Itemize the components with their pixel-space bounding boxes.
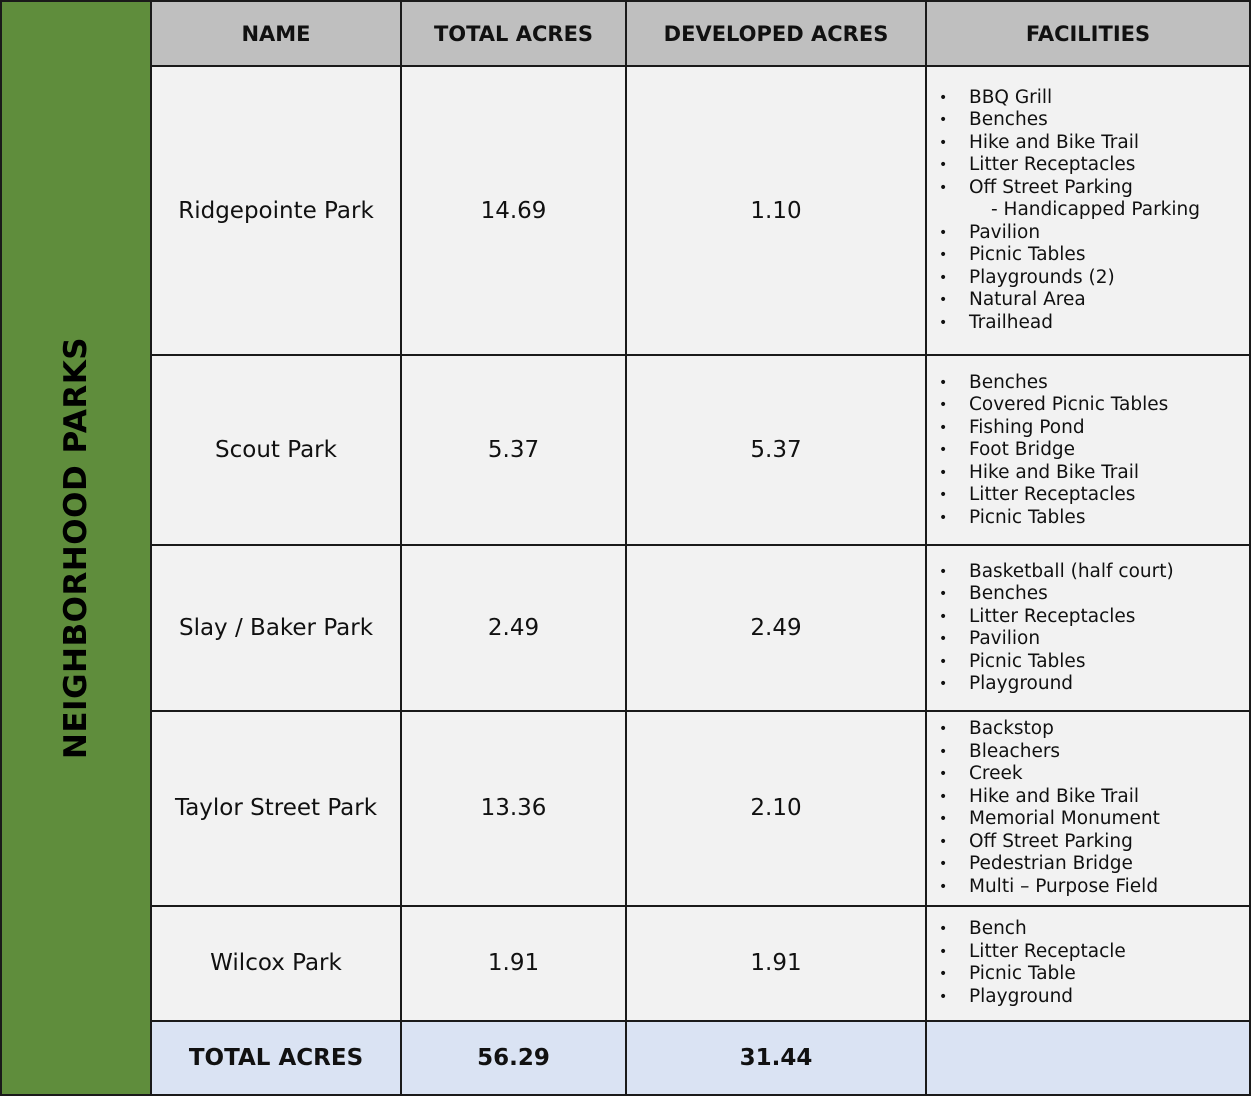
totals-label: TOTAL ACRES <box>150 1019 402 1097</box>
facility-item: Pavilion <box>939 628 1249 651</box>
park-facilities: Benches Covered Picnic Tables Fishing Po… <box>925 354 1251 547</box>
park-facilities: Basketball (half court) Benches Litter R… <box>925 544 1251 712</box>
header-facilities: FACILITIES <box>925 0 1251 68</box>
park-name: Ridgepointe Park <box>150 65 402 357</box>
facility-item: Pavilion <box>939 222 1249 245</box>
park-developed-acres: 5.37 <box>625 354 927 547</box>
facility-item: Benches <box>939 583 1249 606</box>
park-row: Ridgepointe Park 14.69 1.10 BBQ Grill Be… <box>1 65 1251 357</box>
header-name: NAME <box>150 0 402 68</box>
park-total-acres: 2.49 <box>400 544 627 712</box>
facility-item: Trailhead <box>939 312 1249 335</box>
facility-item: Picnic Table <box>939 963 1249 986</box>
facility-item: Litter Receptacles <box>939 154 1249 177</box>
facility-item: Pedestrian Bridge <box>939 853 1249 876</box>
park-name: Wilcox Park <box>150 904 402 1022</box>
facilities-list: Backstop Bleachers Creek Hike and Bike T… <box>927 718 1249 898</box>
facility-item: Hike and Bike Trail <box>939 462 1249 485</box>
facility-item: Off Street Parking <box>939 831 1249 854</box>
park-name: Taylor Street Park <box>150 709 402 907</box>
totals-row: TOTAL ACRES 56.29 31.44 <box>1 1019 1251 1097</box>
park-row: Scout Park 5.37 5.37 Benches Covered Pic… <box>1 354 1251 547</box>
park-total-acres: 14.69 <box>400 65 627 357</box>
header-developed-acres: DEVELOPED ACRES <box>625 0 927 68</box>
totals-total-acres: 56.29 <box>400 1019 627 1097</box>
facilities-list: Benches Covered Picnic Tables Fishing Po… <box>927 372 1249 530</box>
facility-item: Hike and Bike Trail <box>939 132 1249 155</box>
park-row: Taylor Street Park 13.36 2.10 Backstop B… <box>1 709 1251 907</box>
facility-item: BBQ Grill <box>939 87 1249 110</box>
facility-item: Off Street Parking <box>939 177 1249 200</box>
facility-item: Playgrounds (2) <box>939 267 1249 290</box>
section-side-banner: NEIGHBORHOOD PARKS <box>0 0 152 1096</box>
facility-item: Covered Picnic Tables <box>939 394 1249 417</box>
park-total-acres: 1.91 <box>400 904 627 1022</box>
park-name: Slay / Baker Park <box>150 544 402 712</box>
park-total-acres: 13.36 <box>400 709 627 907</box>
facility-item: Basketball (half court) <box>939 561 1249 584</box>
facility-item: Memorial Monument <box>939 808 1249 831</box>
facility-item: Multi – Purpose Field <box>939 876 1249 899</box>
park-developed-acres: 1.10 <box>625 65 927 357</box>
park-facilities: Bench Litter Receptacle Picnic Table Pla… <box>925 904 1251 1022</box>
park-facilities: BBQ Grill Benches Hike and Bike Trail Li… <box>925 65 1251 357</box>
facility-item: Bleachers <box>939 741 1249 764</box>
facility-item: Foot Bridge <box>939 439 1249 462</box>
facility-item: Litter Receptacles <box>939 484 1249 507</box>
park-row: Wilcox Park 1.91 1.91 Bench Litter Recep… <box>1 904 1251 1022</box>
facility-item: Fishing Pond <box>939 417 1249 440</box>
facility-item: Picnic Tables <box>939 244 1249 267</box>
totals-facilities-empty <box>925 1019 1251 1097</box>
facility-item: Playground <box>939 673 1249 696</box>
facilities-list: Basketball (half court) Benches Litter R… <box>927 561 1249 696</box>
park-developed-acres: 1.91 <box>625 904 927 1022</box>
facility-item: Picnic Tables <box>939 507 1249 530</box>
facility-item: Picnic Tables <box>939 651 1249 674</box>
park-total-acres: 5.37 <box>400 354 627 547</box>
park-facilities: Backstop Bleachers Creek Hike and Bike T… <box>925 709 1251 907</box>
park-developed-acres: 2.49 <box>625 544 927 712</box>
park-developed-acres: 2.10 <box>625 709 927 907</box>
facility-item: Litter Receptacle <box>939 941 1249 964</box>
facility-item: Natural Area <box>939 289 1249 312</box>
facilities-list: BBQ Grill Benches Hike and Bike Trail Li… <box>927 87 1249 335</box>
facility-item: Bench <box>939 918 1249 941</box>
facility-item: Litter Receptacles <box>939 606 1249 629</box>
park-name: Scout Park <box>150 354 402 547</box>
park-row: Slay / Baker Park 2.49 2.49 Basketball (… <box>1 544 1251 712</box>
header-total-acres: TOTAL ACRES <box>400 0 627 68</box>
facility-item: Benches <box>939 109 1249 132</box>
facility-item: Benches <box>939 372 1249 395</box>
facility-item: Hike and Bike Trail <box>939 786 1249 809</box>
totals-developed-acres: 31.44 <box>625 1019 927 1097</box>
facilities-list: Bench Litter Receptacle Picnic Table Pla… <box>927 918 1249 1008</box>
facility-item: Backstop <box>939 718 1249 741</box>
section-label: NEIGHBORHOOD PARKS <box>58 336 94 760</box>
facility-subitem: - Handicapped Parking <box>991 199 1201 221</box>
facility-item: Creek <box>939 763 1249 786</box>
facility-item: Playground <box>939 986 1249 1009</box>
